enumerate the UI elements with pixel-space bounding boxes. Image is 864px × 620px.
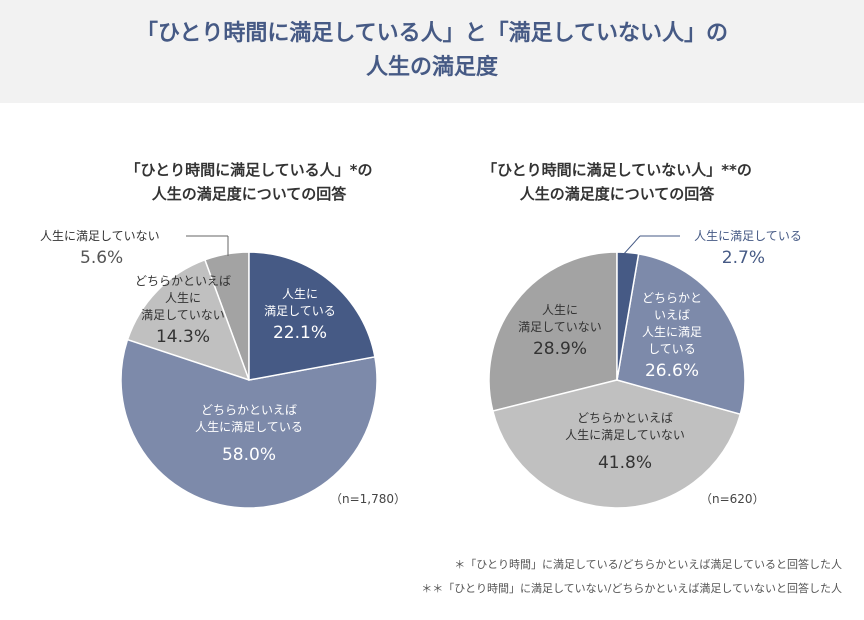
left-slice-label-3: 人生に満足していない 5.6% xyxy=(40,229,160,268)
left-n-label: （n=1,780） xyxy=(330,492,407,506)
left-pie-slice-0 xyxy=(248,251,376,381)
left-slice-label-1: どちらかといえば 人生に満足している 58.0% xyxy=(195,403,303,465)
right-pie-slice-1 xyxy=(616,252,746,416)
right-slice-label-1: どちらかと いえば 人生に満足 している 26.6% xyxy=(641,291,702,381)
right-chart-title: 「ひとり時間に満足していない人」**の 人生の満足度についての回答 xyxy=(437,158,797,206)
right-slice-label-3: 人生に 満足していない 28.9% xyxy=(518,303,602,359)
right-slice-label-0: 人生に満足している 2.7% xyxy=(694,229,802,268)
page-header: 「ひとり時間に満足している人」と「満足していない人」の 人生の満足度 xyxy=(0,0,864,103)
footnote-2: ＊＊「ひとり時間」に満足していない/どちらかといえば満足していないと回答した人 xyxy=(421,582,842,595)
right-title-line1: 「ひとり時間に満足していない人」**の xyxy=(482,161,752,179)
right-title-line2: 人生の満足度についての回答 xyxy=(519,185,715,203)
footnote-1: ＊「ひとり時間」に満足している/どちらかといえば満足していると回答した人 xyxy=(454,558,842,571)
left-chart-title: 「ひとり時間に満足している人」*の 人生の満足度についての回答 xyxy=(69,158,429,206)
left-title-line2: 人生の満足度についての回答 xyxy=(151,185,347,203)
page-title-line2: 人生の満足度 xyxy=(365,55,498,80)
left-pie-slice-2 xyxy=(126,258,251,382)
left-slice-label-2: どちらかといえば 人生に 満足していない 14.3% xyxy=(134,274,231,347)
right-leader-line xyxy=(621,235,641,257)
page-title-line1: 「ひとり時間に満足している人」と「満足していない人」の xyxy=(135,21,729,46)
left-title-line1: 「ひとり時間に満足している人」*の xyxy=(125,161,373,179)
right-n-label: （n=620） xyxy=(700,492,765,506)
right-pie-slice-2 xyxy=(491,379,742,509)
right-pie-slice-3 xyxy=(488,251,618,412)
left-slice-label-0: 人生に 満足している 22.1% xyxy=(264,287,336,343)
right-slice-label-2: どちらかといえば 人生に満足していない 41.8% xyxy=(565,411,685,473)
left-pie-slice-1 xyxy=(120,338,378,509)
right-pie-slice-0 xyxy=(616,251,640,381)
